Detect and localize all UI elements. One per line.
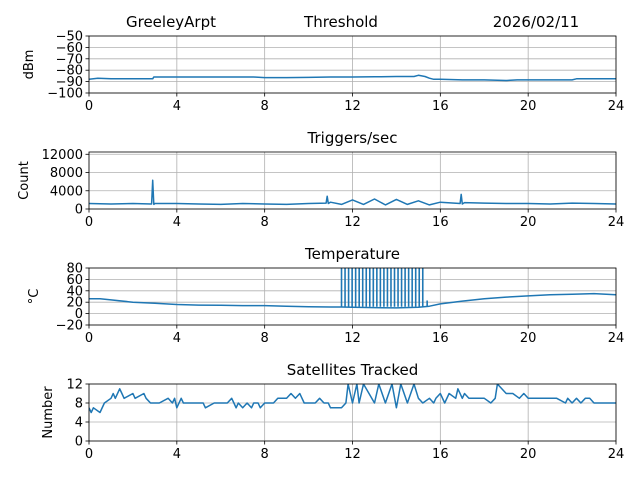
threshold-panel: 0 4 8 12 16 20 24 −100−90−80−70−60−50 dBm bbox=[22, 30, 624, 115]
temperature-ytick-label: 40 bbox=[66, 284, 83, 299]
temperature-xtick-label: 8 bbox=[261, 331, 269, 346]
satellites-xtick-label: 4 bbox=[173, 447, 181, 462]
temperature-ytick-label: 60 bbox=[66, 273, 83, 288]
triggers-panel: 0 4 8 12 16 20 24 0 4000 8000 12000 Triggers/sec Cou… bbox=[17, 129, 624, 230]
triggers-ylabel: Count bbox=[17, 161, 32, 200]
temperature-ytick-label: −20 bbox=[56, 319, 83, 334]
threshold-xtick-label: 4 bbox=[173, 99, 181, 114]
triggers-ytick-label: 4000 bbox=[50, 184, 83, 199]
header-title: Threshold bbox=[303, 13, 378, 31]
satellites-xtick-label: 0 bbox=[85, 447, 93, 462]
satellites-ylabel: Number bbox=[41, 386, 56, 439]
threshold-xtick-label: 24 bbox=[608, 99, 625, 114]
temperature-ylabel: °C bbox=[27, 289, 42, 305]
satellites-xtick-label: 20 bbox=[520, 447, 537, 462]
temperature-xtick-label: 20 bbox=[520, 331, 537, 346]
satellites-ytick-label: 8 bbox=[75, 397, 83, 412]
triggers-xtick-label: 0 bbox=[85, 215, 93, 230]
triggers-series-line bbox=[89, 179, 616, 206]
temperature-ytick-label: 0 bbox=[75, 307, 83, 322]
threshold-ytick-label: −90 bbox=[56, 75, 83, 90]
threshold-ytick-label: −80 bbox=[56, 64, 83, 79]
threshold-ytick-label: −50 bbox=[56, 30, 83, 45]
satellites-ytick-label: 12 bbox=[66, 378, 83, 393]
satellites-xtick-label: 16 bbox=[432, 447, 449, 462]
threshold-ytick-label: −60 bbox=[56, 41, 83, 56]
triggers-xtick-label: 8 bbox=[261, 215, 269, 230]
threshold-series-line bbox=[89, 74, 616, 82]
temperature-xtick-label: 4 bbox=[173, 331, 181, 346]
temperature-ytick-label: 80 bbox=[66, 262, 83, 277]
threshold-ytick-label: −70 bbox=[56, 52, 83, 67]
threshold-series-group bbox=[89, 74, 616, 82]
satellites-series-line bbox=[89, 384, 616, 414]
temperature-series-line bbox=[89, 292, 616, 309]
temperature-xtick-label: 0 bbox=[85, 331, 93, 346]
triggers-xtick-label: 16 bbox=[432, 215, 449, 230]
threshold-ytick-label: −100 bbox=[47, 87, 83, 102]
temperature-series-group bbox=[89, 268, 616, 309]
triggers-xtick-label: 24 bbox=[608, 215, 625, 230]
threshold-ylabel: dBm bbox=[22, 50, 37, 80]
satellites-xtick-label: 8 bbox=[261, 447, 269, 462]
triggers-xtick-label: 4 bbox=[173, 215, 181, 230]
triggers-series-group bbox=[89, 179, 616, 206]
triggers-xtick-label: 12 bbox=[344, 215, 361, 230]
temperature-xtick-label: 12 bbox=[344, 331, 361, 346]
triggers-ytick-label: 12000 bbox=[42, 148, 83, 163]
threshold-xtick-label: 12 bbox=[344, 99, 361, 114]
threshold-xtick-label: 16 bbox=[432, 99, 449, 114]
satellites-xtick-label: 24 bbox=[608, 447, 625, 462]
chart-panels: 0 4 8 12 16 20 24 −100−90−80−70−60−50 dBm 0 4 8 12 16… bbox=[17, 30, 624, 463]
satellites-ytick-label: 4 bbox=[75, 416, 83, 431]
satellites-xtick-label: 12 bbox=[344, 447, 361, 462]
threshold-xtick-label: 20 bbox=[520, 99, 537, 114]
temperature-xtick-label: 24 bbox=[608, 331, 625, 346]
triggers-title: Triggers/sec bbox=[307, 129, 398, 147]
satellites-panel: 0 4 8 12 16 20 24 0 4 8 12 Satellites Tracked Number bbox=[41, 361, 624, 462]
triggers-ytick-label: 8000 bbox=[50, 166, 83, 181]
temperature-ytick-label: 20 bbox=[66, 296, 83, 311]
threshold-xtick-label: 0 bbox=[85, 99, 93, 114]
satellites-ytick-label: 0 bbox=[75, 435, 83, 450]
satellites-title: Satellites Tracked bbox=[287, 361, 418, 379]
satellites-series-group bbox=[89, 384, 616, 414]
header-date: 2026/02/11 bbox=[493, 13, 579, 31]
triggers-ytick-label: 0 bbox=[75, 203, 83, 218]
threshold-xtick-label: 8 bbox=[261, 99, 269, 114]
header-station: GreeleyArpt bbox=[126, 13, 216, 31]
triggers-xtick-label: 20 bbox=[520, 215, 537, 230]
temperature-title: Temperature bbox=[304, 245, 400, 263]
temperature-xtick-label: 16 bbox=[432, 331, 449, 346]
